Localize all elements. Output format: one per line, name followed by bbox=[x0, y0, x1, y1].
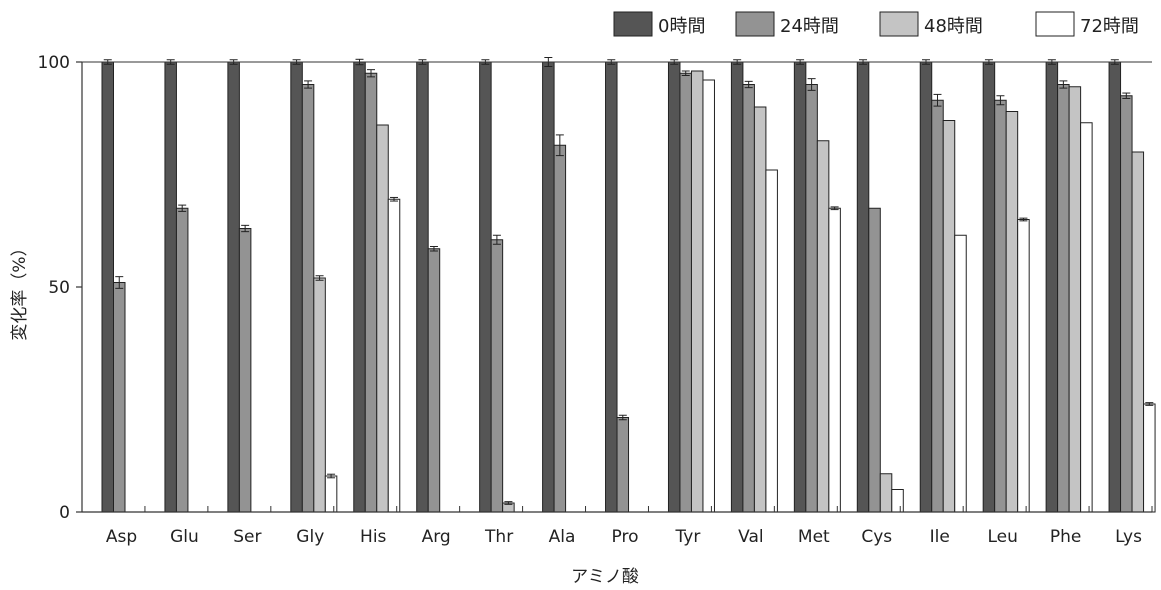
bars-layer bbox=[101, 57, 1156, 513]
bar-phe-series-3 bbox=[1068, 86, 1082, 513]
x-tick-label: Lys bbox=[1115, 527, 1142, 547]
bar-leu-series-4 bbox=[1017, 219, 1030, 513]
x-tick-label: Met bbox=[798, 527, 830, 547]
bar-cys-series-2 bbox=[868, 207, 881, 513]
bar-his-series-1 bbox=[353, 61, 366, 513]
bar-cys-series-4 bbox=[891, 489, 904, 513]
legend-label-series-2: 24時間 bbox=[780, 16, 839, 37]
x-tick-label: Asp bbox=[106, 527, 137, 547]
bar-met-series-3 bbox=[816, 140, 830, 513]
bar-ala-series-2 bbox=[553, 144, 567, 513]
x-tick-label: Ser bbox=[233, 527, 261, 547]
x-tick-label: Thr bbox=[484, 527, 513, 547]
bar-tyr-series-2 bbox=[679, 72, 692, 513]
x-tick-label: Val bbox=[738, 527, 763, 547]
legend-swatch-series-3 bbox=[879, 11, 919, 37]
bar-cys-series-1 bbox=[856, 61, 870, 513]
bar-ile-series-1 bbox=[919, 61, 933, 513]
bar-val-series-2 bbox=[742, 84, 755, 513]
bar-tyr-series-3 bbox=[690, 70, 704, 513]
bar-pro-series-2 bbox=[616, 417, 630, 513]
axes: 0 50 100 Asp Glu Ser Gly His Arg Thr Ala Pro Tyr Val M… bbox=[38, 53, 1153, 547]
bar-arg-series-1 bbox=[416, 61, 429, 513]
y-tick-label: 50 bbox=[48, 278, 70, 298]
bar-ile-series-3 bbox=[942, 120, 956, 513]
bar-asp-series-1 bbox=[101, 61, 114, 513]
bar-his-series-2 bbox=[364, 72, 378, 513]
legend-swatch-series-2 bbox=[735, 11, 775, 37]
bar-ile-series-2 bbox=[931, 99, 944, 513]
bar-glu-series-2 bbox=[175, 207, 189, 513]
legend-label-series-1: 0時間 bbox=[658, 16, 705, 37]
y-axis-title: 変化率（%） bbox=[10, 239, 30, 340]
x-tick-label: Tyr bbox=[675, 527, 701, 547]
x-tick-label: Phe bbox=[1050, 527, 1082, 547]
legend-label-series-3: 48時間 bbox=[924, 16, 983, 37]
bar-tyr-series-4 bbox=[702, 79, 715, 513]
bar-leu-series-2 bbox=[994, 99, 1007, 513]
bar-cys-series-3 bbox=[879, 473, 893, 513]
bar-val-series-1 bbox=[730, 61, 744, 513]
bar-met-series-1 bbox=[793, 61, 807, 513]
bar-lys-series-1 bbox=[1108, 61, 1122, 513]
legend-swatch-series-4 bbox=[1035, 11, 1075, 37]
bar-met-series-2 bbox=[805, 84, 818, 513]
bar-gly-series-3 bbox=[313, 277, 326, 513]
legend: 0時間 24時間 48時間 72時間 bbox=[613, 11, 1139, 37]
bar-arg-series-2 bbox=[427, 248, 441, 513]
bar-leu-series-3 bbox=[1005, 111, 1019, 513]
bar-val-series-4 bbox=[765, 169, 778, 513]
x-tick-label: Pro bbox=[612, 527, 639, 547]
x-tick-label: Leu bbox=[987, 527, 1017, 547]
bar-his-series-3 bbox=[376, 124, 389, 513]
x-tick-label: Gly bbox=[296, 527, 324, 547]
bar-gly-series-2 bbox=[301, 84, 315, 513]
x-tick-label: His bbox=[360, 527, 387, 547]
bar-his-series-4 bbox=[387, 198, 401, 513]
bar-leu-series-1 bbox=[982, 61, 996, 513]
bar-thr-series-2 bbox=[490, 239, 504, 513]
bar-lys-series-3 bbox=[1131, 151, 1145, 513]
x-tick-label: Cys bbox=[861, 527, 892, 547]
bar-asp-series-2 bbox=[113, 282, 126, 513]
x-tick-label: Arg bbox=[422, 527, 451, 547]
legend-swatch-series-1 bbox=[613, 11, 653, 37]
bar-ile-series-4 bbox=[954, 234, 967, 513]
bar-gly-series-4 bbox=[324, 475, 338, 513]
bar-met-series-4 bbox=[828, 207, 841, 513]
bar-ser-series-2 bbox=[238, 228, 252, 513]
bar-thr-series-1 bbox=[479, 61, 492, 513]
bar-val-series-3 bbox=[753, 106, 767, 513]
y-tick-label: 100 bbox=[38, 53, 70, 73]
bar-phe-series-4 bbox=[1080, 122, 1093, 513]
bar-ser-series-1 bbox=[227, 61, 240, 513]
bar-glu-series-1 bbox=[164, 61, 177, 513]
y-tick-label: 0 bbox=[59, 503, 70, 523]
bar-lys-series-2 bbox=[1120, 95, 1133, 513]
bar-pro-series-1 bbox=[605, 61, 618, 513]
bar-lys-series-4 bbox=[1143, 403, 1156, 513]
bar-gly-series-1 bbox=[290, 61, 303, 513]
x-tick-label: Ile bbox=[930, 527, 950, 547]
bar-ala-series-1 bbox=[542, 61, 555, 513]
bar-tyr-series-1 bbox=[667, 61, 681, 513]
x-tick-label: Glu bbox=[170, 527, 199, 547]
bar-phe-series-2 bbox=[1057, 84, 1070, 513]
legend-label-series-4: 72時間 bbox=[1080, 16, 1139, 37]
x-axis-title: アミノ酸 bbox=[571, 567, 639, 587]
x-tick-label: Ala bbox=[549, 527, 576, 547]
bar-phe-series-1 bbox=[1045, 61, 1059, 513]
